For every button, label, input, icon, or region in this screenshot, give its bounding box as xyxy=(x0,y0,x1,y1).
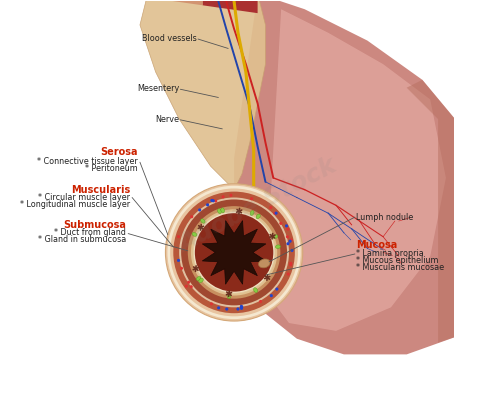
Text: Adobe Stock: Adobe Stock xyxy=(174,154,341,257)
Circle shape xyxy=(191,209,277,295)
Circle shape xyxy=(195,213,274,292)
Circle shape xyxy=(286,228,290,231)
Ellipse shape xyxy=(276,245,280,248)
Circle shape xyxy=(222,195,224,198)
Circle shape xyxy=(273,212,276,215)
Circle shape xyxy=(288,240,292,243)
Polygon shape xyxy=(266,9,446,331)
Circle shape xyxy=(177,259,180,262)
Circle shape xyxy=(177,235,180,238)
Text: Serosa: Serosa xyxy=(100,147,138,157)
Circle shape xyxy=(236,307,240,310)
Circle shape xyxy=(180,267,183,270)
Circle shape xyxy=(211,198,214,201)
Circle shape xyxy=(269,206,272,209)
Text: * Lamina propria: * Lamina propria xyxy=(356,249,424,258)
Circle shape xyxy=(276,288,278,291)
Circle shape xyxy=(270,294,273,297)
Circle shape xyxy=(240,305,243,308)
Circle shape xyxy=(280,222,282,225)
Ellipse shape xyxy=(200,219,205,223)
Circle shape xyxy=(259,300,262,303)
Circle shape xyxy=(286,273,290,276)
Circle shape xyxy=(174,192,295,313)
Ellipse shape xyxy=(221,208,224,213)
Circle shape xyxy=(225,307,228,310)
Ellipse shape xyxy=(273,235,278,239)
Circle shape xyxy=(230,194,232,197)
Circle shape xyxy=(210,302,213,305)
Circle shape xyxy=(206,203,209,207)
Circle shape xyxy=(290,249,294,252)
Ellipse shape xyxy=(199,278,203,282)
Circle shape xyxy=(286,235,289,238)
Circle shape xyxy=(290,238,292,241)
Ellipse shape xyxy=(196,276,201,280)
Circle shape xyxy=(187,281,190,284)
Circle shape xyxy=(212,199,215,202)
Circle shape xyxy=(289,262,292,265)
Text: Nerve: Nerve xyxy=(155,115,179,124)
Circle shape xyxy=(168,186,301,319)
Circle shape xyxy=(210,199,214,202)
Text: * Longitudinal muscle layer: * Longitudinal muscle layer xyxy=(20,200,130,209)
Circle shape xyxy=(190,285,193,288)
Ellipse shape xyxy=(218,209,222,214)
Text: Mesentery: Mesentery xyxy=(137,84,179,93)
Circle shape xyxy=(274,212,278,215)
Circle shape xyxy=(170,188,298,316)
Ellipse shape xyxy=(256,214,260,219)
Text: Blood vessels: Blood vessels xyxy=(142,34,197,43)
Circle shape xyxy=(250,197,253,200)
Polygon shape xyxy=(406,80,462,342)
Polygon shape xyxy=(148,0,203,5)
Polygon shape xyxy=(202,0,258,13)
Text: * Connective tissue layer: * Connective tissue layer xyxy=(37,156,138,166)
Circle shape xyxy=(166,184,302,321)
Circle shape xyxy=(286,242,290,245)
Polygon shape xyxy=(202,220,266,284)
Text: * Peritoneum: * Peritoneum xyxy=(85,164,138,173)
Ellipse shape xyxy=(254,288,258,292)
Circle shape xyxy=(185,284,188,288)
Circle shape xyxy=(240,307,243,310)
Circle shape xyxy=(181,199,287,305)
Text: * Circular muscle layer: * Circular muscle layer xyxy=(38,193,130,202)
Circle shape xyxy=(285,224,288,228)
Text: Lumph nodule: Lumph nodule xyxy=(356,213,413,222)
Ellipse shape xyxy=(250,211,254,215)
Circle shape xyxy=(198,209,201,211)
Text: Mucosa: Mucosa xyxy=(356,240,397,250)
Circle shape xyxy=(214,199,218,203)
Ellipse shape xyxy=(228,293,231,299)
Polygon shape xyxy=(234,0,462,354)
Circle shape xyxy=(190,215,194,218)
Ellipse shape xyxy=(258,259,270,268)
Text: * Mucous epithelium: * Mucous epithelium xyxy=(356,256,438,265)
Text: * Duct from gland: * Duct from gland xyxy=(54,228,126,237)
Ellipse shape xyxy=(192,232,197,236)
Polygon shape xyxy=(140,0,266,190)
Circle shape xyxy=(217,306,220,309)
Circle shape xyxy=(289,263,292,266)
Circle shape xyxy=(188,206,280,299)
Circle shape xyxy=(240,305,244,308)
Text: * Muscularis mucosae: * Muscularis mucosae xyxy=(356,263,444,272)
Text: * Gland in submucosa: * Gland in submucosa xyxy=(38,235,126,245)
Circle shape xyxy=(194,212,275,293)
Text: Submucosa: Submucosa xyxy=(64,220,126,230)
Circle shape xyxy=(179,198,289,307)
Text: Muscularis: Muscularis xyxy=(71,184,130,195)
